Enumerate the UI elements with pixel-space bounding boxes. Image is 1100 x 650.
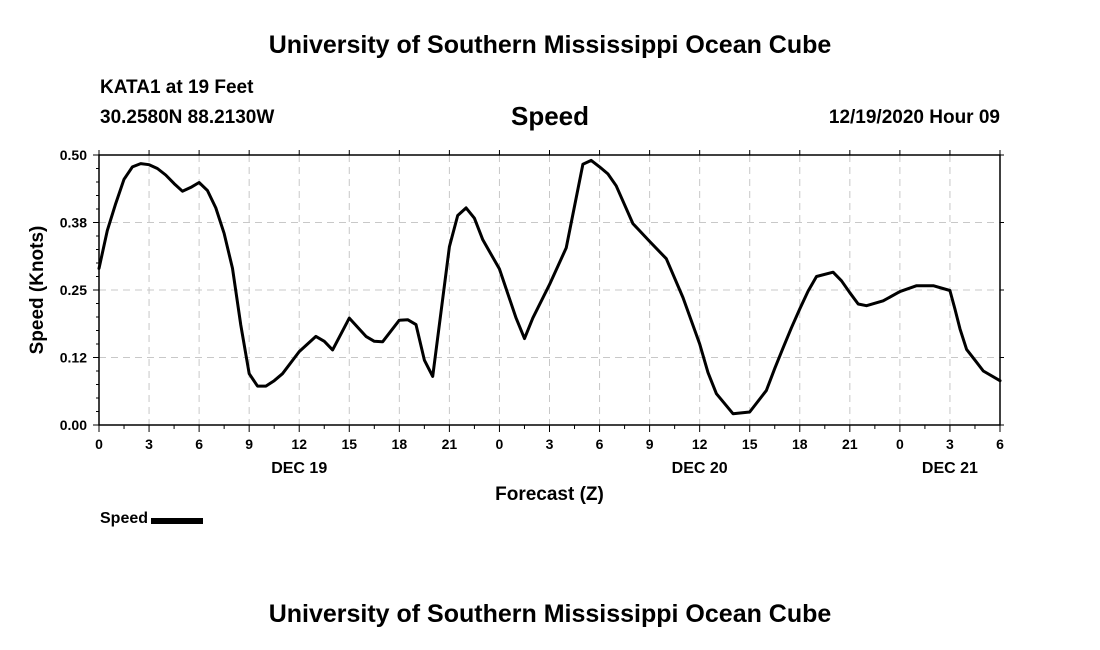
x-tick-label: 0	[896, 436, 904, 452]
y-tick-label: 0.50	[60, 147, 87, 163]
x-tick-label: 3	[546, 436, 554, 452]
x-tick-label: 6	[195, 436, 203, 452]
x-tick-label: 6	[996, 436, 1004, 452]
x-tick-label: 15	[742, 436, 758, 452]
x-tick-label: 18	[792, 436, 808, 452]
y-tick-label: 0.25	[60, 282, 87, 298]
legend-label: Speed	[100, 510, 149, 527]
date-label: DEC 21	[922, 460, 978, 477]
y-axis-label: Speed (Knots)	[27, 226, 48, 355]
date-label: DEC 19	[271, 460, 327, 477]
x-tick-label: 0	[95, 436, 103, 452]
footer-title: University of Southern Mississippi Ocean…	[268, 600, 832, 628]
x-tick-label: 0	[496, 436, 504, 452]
variable-name: Speed	[510, 101, 590, 131]
axes: 0 3 6 9 12 15 18 21 0 3 6 9 12 15 18 21 0 3 6 0.00 0.12 0.25 0…	[60, 147, 1004, 477]
speed-series-line	[97, 158, 1002, 416]
x-tick-label: 12	[692, 436, 708, 452]
y-tick-label: 0.38	[60, 215, 87, 231]
x-tick-label: 18	[392, 436, 408, 452]
x-tick-label: 21	[442, 436, 458, 452]
x-tick-label: 9	[646, 436, 654, 452]
y-tick-label: 0.00	[60, 417, 87, 433]
y-tick-label: 0.12	[60, 350, 87, 366]
x-tick-label: 21	[842, 436, 858, 452]
x-tick-label: 15	[341, 436, 357, 452]
date-label: DEC 20	[672, 460, 728, 477]
legend: Speed	[100, 510, 204, 528]
x-tick-label: 12	[291, 436, 307, 452]
x-tick-label: 6	[596, 436, 604, 452]
x-tick-label: 9	[245, 436, 253, 452]
x-tick-label: 3	[946, 436, 954, 452]
legend-line-swatch	[151, 517, 204, 524]
x-tick-label: 3	[145, 436, 153, 452]
station-name: KATA1 at 19 Feet	[100, 77, 254, 98]
chart-title: University of Southern Mississippi Ocean…	[268, 31, 832, 59]
station-coordinates: 30.2580N 88.2130W	[100, 107, 275, 128]
x-axis-label: Forecast (Z)	[495, 484, 604, 505]
forecast-datetime: 12/19/2020 Hour 09	[828, 107, 1000, 128]
